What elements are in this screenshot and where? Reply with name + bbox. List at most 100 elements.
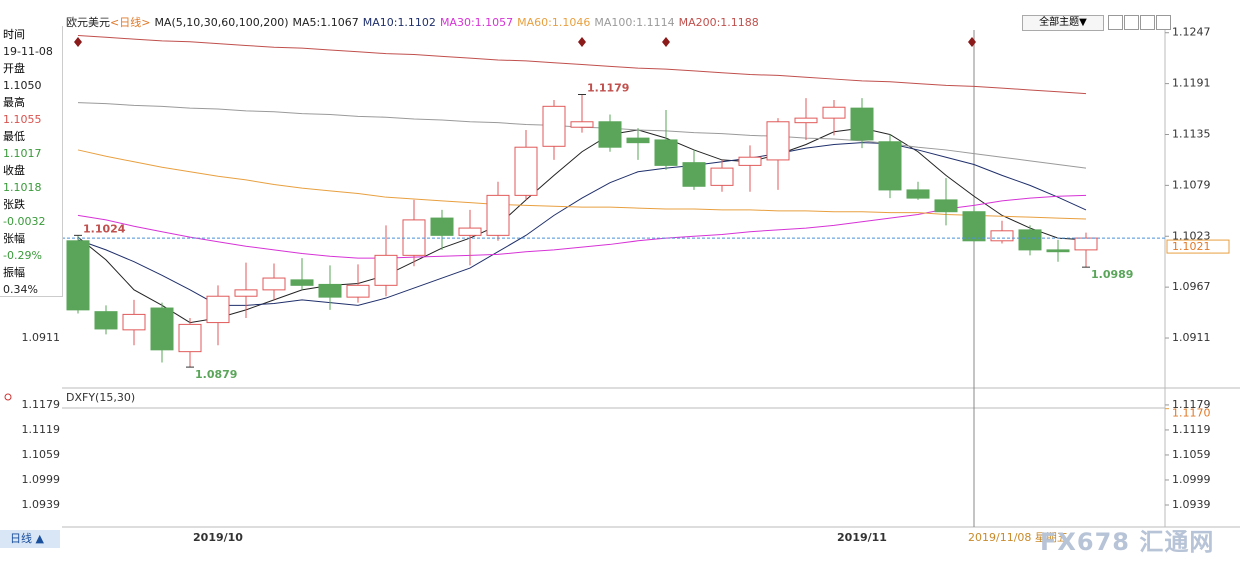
y-tick-label: 1.1135 [1172,127,1211,140]
indicator: MA(5,10,30,60,100,200) [154,16,289,29]
candle-body [682,162,706,187]
candle-body [234,289,258,297]
toolbar-icon[interactable] [1140,15,1155,30]
info-label: 振幅 [3,266,25,279]
period-button[interactable]: 日线 ▲ [0,530,60,548]
watermark: FX678 汇通网 [1040,528,1215,556]
theme-dropdown[interactable]: 全部主题▼ [1022,15,1104,31]
candle-body [178,323,202,353]
info-value: -0.0032 [3,215,46,228]
candle-body [486,194,510,236]
candle-body [570,121,594,128]
info-value: 0.34% [3,283,38,296]
candle-body [878,141,902,191]
candle-body [206,295,230,324]
candle-body [1074,237,1098,251]
info-value: -0.29% [3,249,42,262]
x-tick-label: 2019/10 [193,531,243,544]
legend-item: MA5:1.1067 [292,16,359,29]
legend-item: MA100:1.1114 [594,16,675,29]
y-tick-label: 1.0911 [1172,331,1211,344]
extreme-label: 1.1179 [587,82,629,95]
indicator-title: DXFY(15,30) [66,391,135,404]
y-tick-label: 1.1119 [22,423,61,436]
y-tick-label: 1.1191 [1172,77,1211,90]
toolbar-icon[interactable] [1156,15,1171,30]
candle-body [458,227,482,236]
candle-body [1046,249,1070,253]
event-marker[interactable] [578,37,586,47]
extreme-label: 1.0879 [195,368,237,381]
y-tick-label: 1.1179 [1172,398,1211,411]
event-markers [74,37,976,47]
last-value-label: 1.1170 [1172,407,1211,420]
legend-item: MA30:1.1057 [439,16,514,29]
y-tick-label: 1.1059 [22,448,61,461]
y-tick-label: 1.1119 [1172,423,1211,436]
period: <日线> [110,16,151,29]
event-marker[interactable] [74,37,82,47]
candle-body [542,105,566,147]
candle-body [906,189,930,199]
info-panel: 时间 19-11-08 开盘 1.1050 最高 1.1055 最低 1.1017 收盘 1.10… [0,26,63,297]
crosshair-label: 2019/11/08 星期五 [968,531,1068,544]
info-value: 1.1017 [3,147,42,160]
y-tick-label: 1.1179 [22,398,61,411]
x-tick-label: 2019/11 [837,531,887,544]
info-label: 开盘 [3,62,25,75]
candle-body [290,279,314,286]
y-tick-label: 1.1079 [1172,178,1211,191]
event-marker[interactable] [968,37,976,47]
settings-icon[interactable] [4,393,12,401]
y-tick-label: 1.0999 [22,473,61,486]
legend-item: MA10:1.1102 [362,16,436,29]
ma-line [77,142,1087,306]
info-value: 1.1018 [3,181,42,194]
candle-body [850,107,874,141]
y-tick-label: 1.0967 [1172,280,1211,293]
toolbar-icon[interactable] [1124,15,1139,30]
candle-body [738,156,762,166]
y-tick-label: 1.1059 [1172,448,1211,461]
toolbar-icon[interactable] [1108,15,1123,30]
ma-line [77,34,1087,95]
candle-body [1018,229,1042,251]
candle-body [318,283,342,298]
info-label: 时间 [3,28,25,41]
y-tick-label: 1.0911 [22,331,61,344]
header: 欧元美元<日线> MA(5,10,30,60,100,200) MA5:1.1067… [66,14,767,30]
info-value: 1.1055 [3,113,42,126]
candle-body [66,240,90,311]
legend-item: MA60:1.1046 [517,16,591,29]
last-price-label: 1.1021 [1172,240,1211,253]
y-tick-label: 1.1247 [1172,26,1211,39]
info-value: 19-11-08 [3,45,53,58]
extreme-label: 1.1024 [83,222,126,235]
info-label: 最高 [3,96,25,109]
legend-item: MA200:1.1188 [678,16,759,29]
candle-body [514,146,538,196]
candle-body [766,121,790,161]
info-label: 张幅 [3,232,25,245]
candle-body [122,313,146,331]
info-label: 最低 [3,130,25,143]
legend: MA5:1.1067 MA10:1.1102 MA30:1.1057 MA60:1.1… [293,16,763,29]
candle-body [962,211,986,242]
candle-body [346,284,370,298]
candle-body [262,277,286,291]
y-tick-label: 1.1023 [1172,229,1211,242]
info-value: 1.1050 [3,79,42,92]
candle-body [94,311,118,330]
y-tick-label: 1.0999 [1172,473,1211,486]
candle-body [374,254,398,286]
last-price-box [1166,239,1230,254]
y-tick-label: 1.0939 [22,498,61,511]
candle-body [822,106,846,119]
event-marker[interactable] [662,37,670,47]
info-label: 收盘 [3,164,25,177]
ma-line [77,127,1087,324]
candle-body [990,230,1014,242]
ma-line [77,149,1087,220]
